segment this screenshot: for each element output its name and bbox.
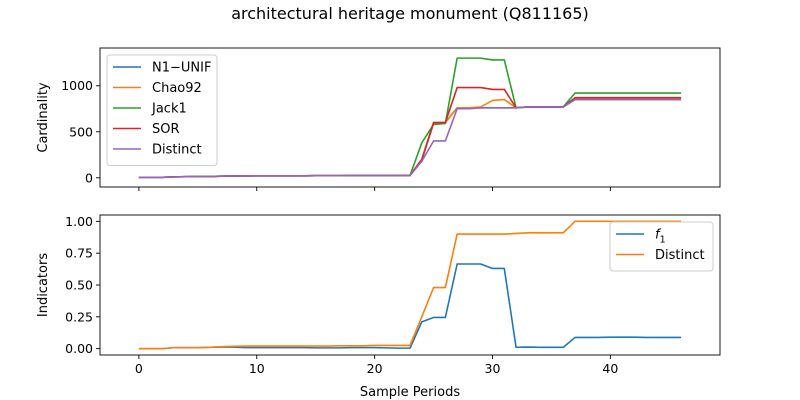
series-line-distinct — [138, 220, 682, 350]
legend-label: Distinct — [152, 143, 202, 158]
panels: 0 500 1000 Cardinality N1−UNIF Chao92 Jack1 SOR… — [36, 47, 721, 400]
legend-label: SOR — [152, 122, 180, 137]
y-tick-label: 1000 — [61, 78, 93, 93]
x-axis-label: Sample Periods — [360, 385, 460, 400]
y-tick-label: 500 — [69, 124, 93, 139]
legend-label-main: f — [655, 228, 662, 243]
y-axis-label: Indicators — [36, 253, 51, 317]
legend-label: f1 — [655, 228, 666, 246]
panel-2: 0 10 20 30 40 0.00 0.25 0.50 0.75 1.00 Indicators S… — [36, 214, 721, 400]
series-line-f1 — [138, 263, 682, 350]
y-axis-label: Cardinality — [36, 82, 51, 153]
series-line-sor — [138, 86, 682, 179]
legend-label: Chao92 — [152, 81, 202, 96]
x-tick-label: 0 — [135, 361, 143, 376]
y-tick-label: 0 — [85, 170, 93, 185]
x-tick-label: 10 — [249, 361, 265, 376]
legend-label-subscript: 1 — [660, 235, 666, 246]
y-tick-label: 0.75 — [65, 246, 93, 261]
series-line-jack1 — [138, 57, 682, 179]
legend-label: N1−UNIF — [152, 61, 211, 76]
series-line-chao92 — [138, 97, 682, 179]
legend-box — [106, 54, 218, 166]
legend: N1−UNIF Chao92 Jack1 SOR Distinct — [106, 54, 218, 166]
series-line-distinct — [138, 98, 682, 179]
figure-title: architectural heritage monument (Q811165… — [231, 4, 589, 23]
axes-frame — [99, 47, 721, 188]
legend-label: Jack1 — [151, 102, 187, 117]
legend-box — [609, 221, 714, 272]
y-tick-label: 0.25 — [65, 309, 93, 324]
legend-label: Distinct — [655, 248, 705, 263]
series-line-n1-unif — [138, 98, 682, 179]
legend: f1 Distinct — [609, 221, 714, 272]
y-tick-label: 0.00 — [65, 341, 93, 356]
x-tick-label: 30 — [485, 361, 501, 376]
x-tick-label: 40 — [602, 361, 618, 376]
y-tick-label: 0.50 — [65, 278, 93, 293]
panel-1: 0 500 1000 Cardinality N1−UNIF Chao92 Jack1 SOR… — [36, 47, 721, 191]
x-tick-label: 20 — [367, 361, 383, 376]
y-tick-label: 1.00 — [65, 214, 93, 229]
